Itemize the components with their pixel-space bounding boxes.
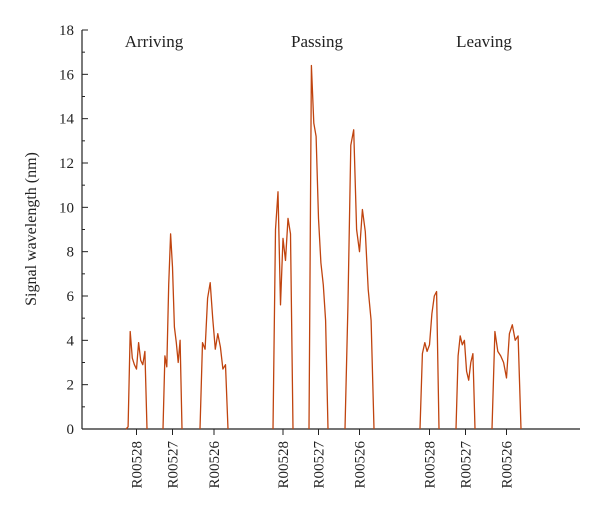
y-tick-label: 18 — [59, 23, 74, 39]
chart-traces — [125, 64, 522, 430]
trace-arriving-r00527 — [162, 233, 183, 430]
y-tick-label: 4 — [67, 333, 75, 349]
y-tick-label: 6 — [67, 289, 75, 305]
group-label: Arriving — [125, 32, 184, 51]
category-labels: R00528 R00527 R00526 R00528 R00527 R00526 R005… — [130, 441, 516, 489]
x-tick-label: R00526 — [500, 441, 516, 489]
x-tick-label: R00527 — [312, 441, 328, 489]
trace-leaving-r00527 — [455, 335, 476, 430]
x-axis — [82, 428, 580, 435]
y-tick-label: 0 — [67, 422, 75, 438]
group-labels: Arriving Passing Leaving — [125, 32, 513, 51]
trace-passing-r00526 — [344, 129, 375, 430]
x-tick-label: R00526 — [353, 441, 369, 489]
x-tick-label: R00528 — [130, 441, 146, 489]
y-tick-label: 10 — [59, 200, 74, 216]
y-axis: 0 2 4 6 8 10 12 14 16 18 — [59, 23, 88, 438]
x-tick-label: R00526 — [207, 441, 223, 489]
y-axis-label: Signal wavelength (nm) — [23, 152, 40, 306]
group-label: Leaving — [456, 32, 512, 51]
y-tick-label: 2 — [67, 378, 75, 394]
y-tick-label: 14 — [59, 112, 75, 128]
x-tick-label: R00528 — [276, 441, 292, 489]
trace-leaving-r00528 — [419, 290, 440, 430]
trace-arriving-r00528 — [125, 330, 148, 430]
x-tick-label: R00528 — [423, 441, 439, 489]
x-tick-label: R00527 — [459, 441, 475, 489]
x-tick-label: R00527 — [166, 441, 182, 489]
trace-leaving-r00526 — [491, 324, 522, 430]
trace-arriving-r00526 — [199, 282, 229, 430]
trace-passing-r00527 — [308, 64, 329, 430]
group-label: Passing — [291, 32, 343, 51]
y-tick-label: 12 — [59, 156, 74, 172]
y-tick-label: 16 — [59, 67, 75, 83]
y-tick-label: 8 — [67, 245, 75, 261]
trace-passing-r00528 — [272, 191, 294, 430]
